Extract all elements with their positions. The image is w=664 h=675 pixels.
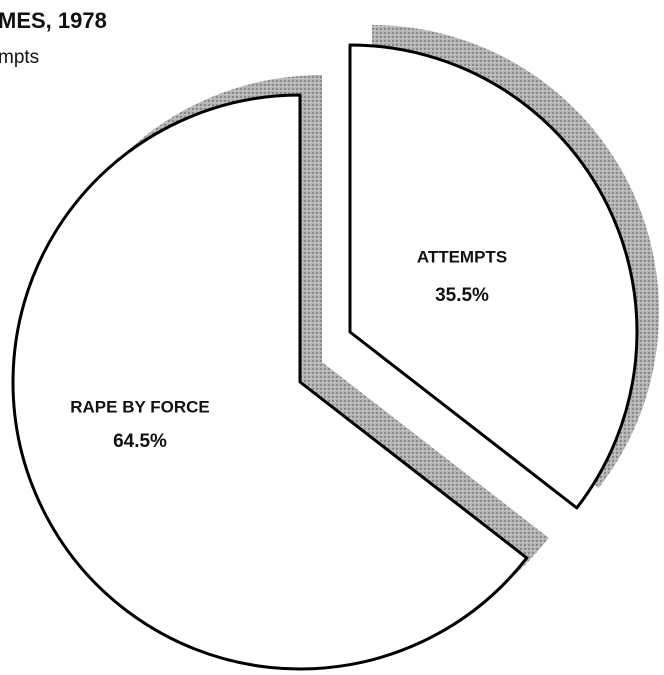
- chart-subtitle: mpts: [0, 47, 39, 68]
- slice-label: ATTEMPTS: [417, 247, 507, 266]
- pie-slice: [11, 93, 529, 671]
- slices: [11, 43, 639, 671]
- chart-title: MES, 1978: [0, 8, 107, 33]
- pie-slice: [348, 43, 639, 510]
- slice-label: RAPE BY FORCE: [70, 397, 210, 416]
- slice-value: 35.5%: [435, 285, 489, 306]
- slice-value: 64.5%: [113, 431, 167, 452]
